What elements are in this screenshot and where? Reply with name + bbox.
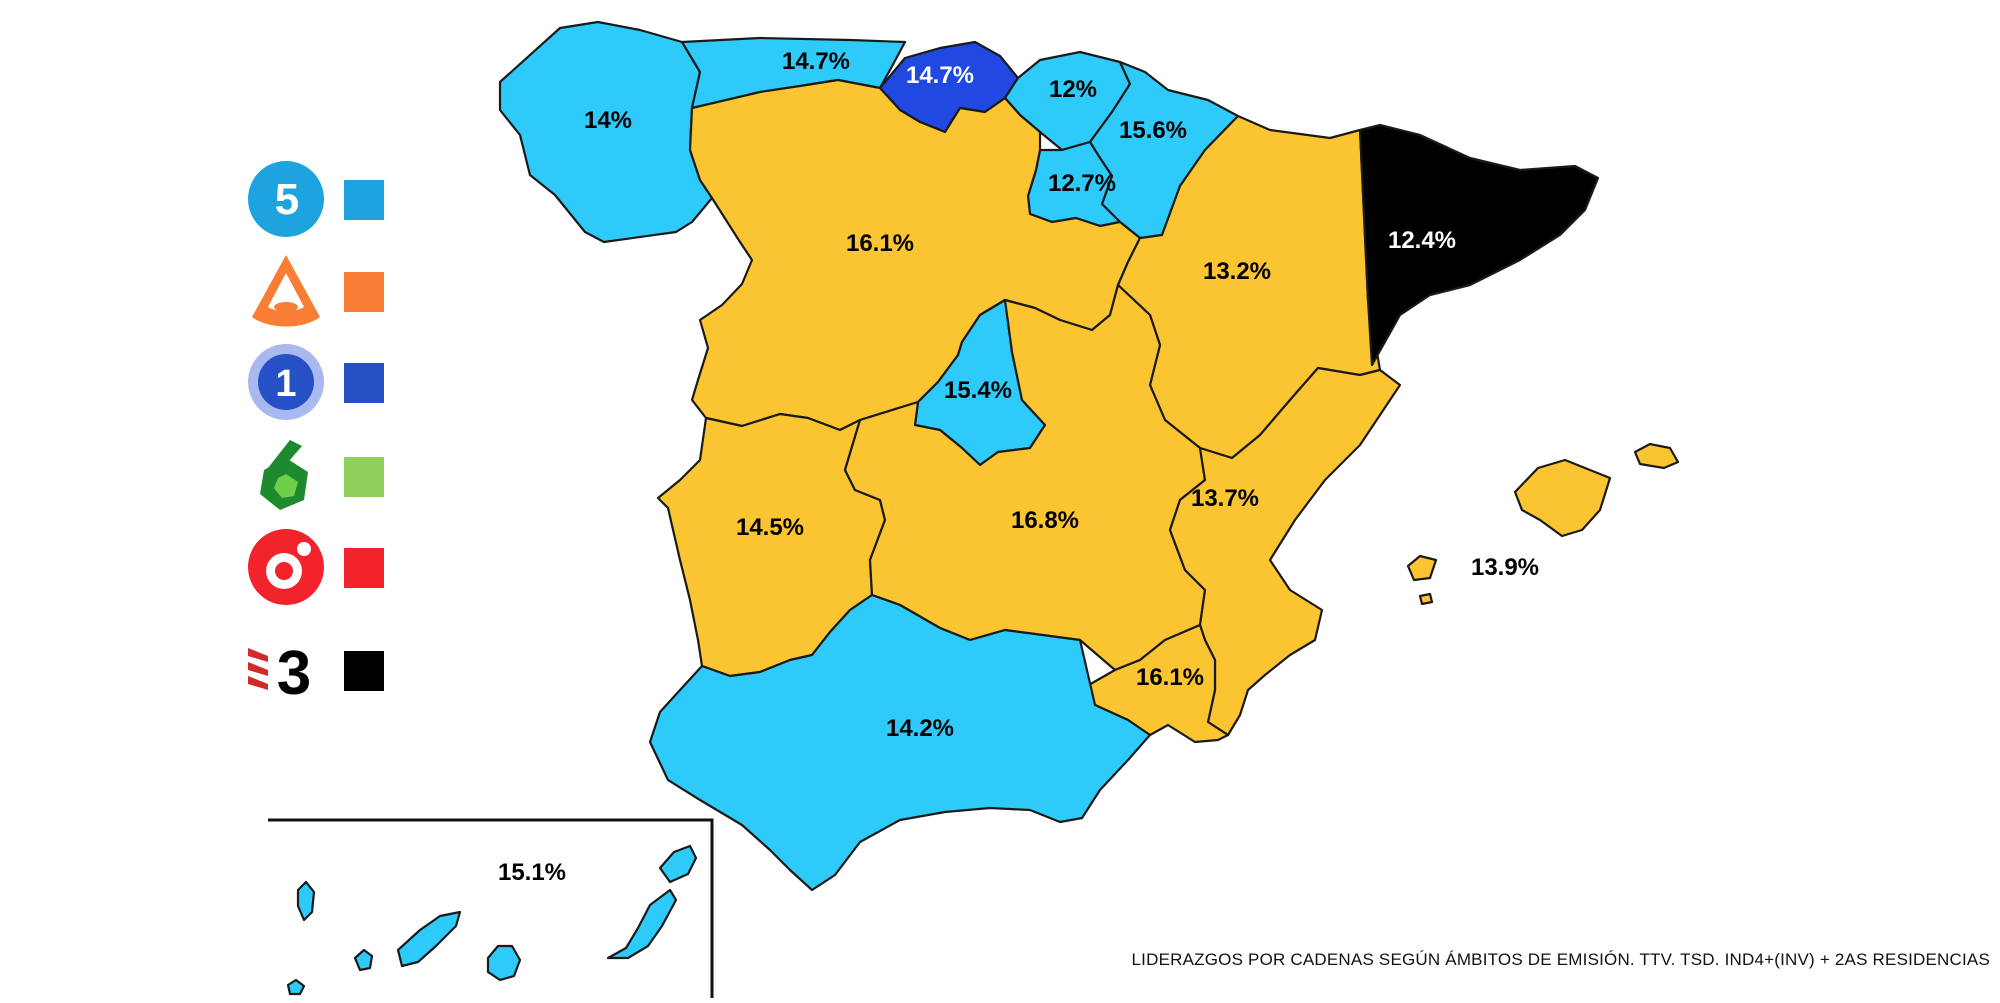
legend-row-antena3 — [246, 251, 406, 331]
la1-logo-icon: 1 — [248, 344, 324, 420]
legend-swatch-antena3 — [344, 272, 384, 312]
region-comunidad-valenciana[interactable] — [1168, 366, 1402, 737]
value-label-andalucia: 14.2% — [886, 715, 954, 742]
value-label-asturias: 14.7% — [782, 48, 850, 75]
value-label-navarra: 15.6% — [1119, 117, 1187, 144]
value-label-canarias: 15.1% — [498, 859, 566, 886]
legend-row-la1: 1 — [246, 342, 406, 422]
value-label-comunidad-valenciana: 13.7% — [1191, 485, 1259, 512]
value-label-murcia: 16.1% — [1136, 664, 1204, 691]
value-label-aragon: 13.2% — [1203, 258, 1271, 285]
legend-row-telecinco: 5 — [246, 159, 406, 239]
value-label-galicia: 14% — [584, 107, 632, 134]
canarias-inset-frame — [268, 818, 714, 998]
region-andalucia[interactable] — [648, 593, 1152, 892]
antena3-logo-icon — [252, 255, 320, 327]
value-label-la-rioja: 12.7% — [1048, 170, 1116, 197]
value-label-castilla-la-mancha: 16.8% — [1011, 507, 1079, 534]
lasexta-logo-icon — [260, 440, 308, 510]
legend-row-tv3: 3 — [246, 630, 406, 710]
value-label-cataluna: 12.4% — [1388, 227, 1456, 254]
value-label-castilla-y-leon: 16.1% — [846, 230, 914, 257]
svg-text:3: 3 — [277, 639, 311, 708]
value-label-madrid: 15.4% — [944, 377, 1012, 404]
svg-text:5: 5 — [275, 175, 299, 224]
region-canarias[interactable] — [286, 844, 698, 996]
cuatro-logo-icon — [248, 529, 324, 605]
tv3-logo-icon: 3 — [248, 639, 311, 708]
legend-swatch-tv3 — [344, 651, 384, 691]
value-label-baleares: 13.9% — [1471, 554, 1539, 581]
map-caption: LIDERAZGOS POR CADENAS SEGÚN ÁMBITOS DE … — [1131, 950, 1990, 969]
region-cataluna[interactable] — [1358, 123, 1600, 367]
legend-swatch-lasexta — [344, 457, 384, 497]
legend-swatch-la1 — [344, 363, 384, 403]
legend-swatch-cuatro — [344, 548, 384, 588]
legend-row-cuatro — [246, 527, 406, 607]
value-label-pais-vasco: 12% — [1049, 76, 1097, 103]
value-label-extremadura: 14.5% — [736, 514, 804, 541]
telecinco-logo-icon: 5 — [248, 161, 324, 237]
svg-text:1: 1 — [275, 363, 296, 405]
legend-row-lasexta — [246, 436, 406, 516]
region-baleares[interactable] — [1406, 442, 1680, 606]
region-value-labels: 14% 14.7% 14.7% 12% 15.6%12.7% 16.1% 13.2% 12.4… — [498, 48, 1539, 886]
value-label-cantabria: 14.7% — [906, 62, 974, 89]
legend-swatch-telecinco — [344, 180, 384, 220]
